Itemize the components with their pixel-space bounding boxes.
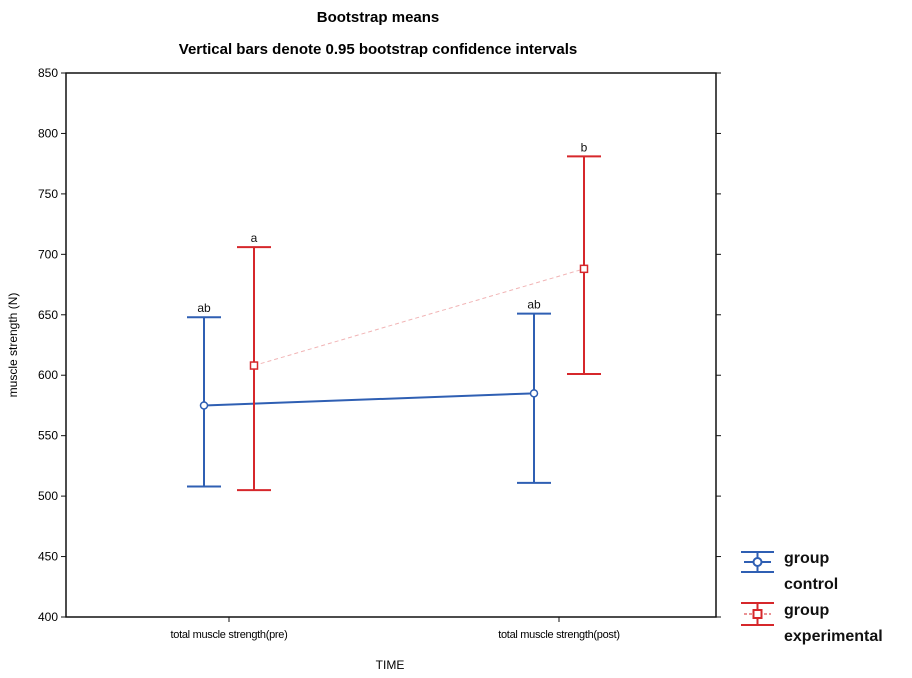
- series-experimental: ab: [237, 140, 601, 492]
- y-axis: 400 450 500 550 600 650 700 750 800 850: [38, 66, 721, 624]
- series-control: ab ab: [187, 298, 551, 488]
- y-tick-label: 400: [38, 610, 58, 624]
- x-tick-label: total muscle strength(pre): [171, 629, 288, 641]
- data-point: [249, 361, 259, 370]
- data-point: [529, 389, 539, 398]
- data-point: [579, 264, 589, 274]
- legend: group control group experimental: [740, 546, 912, 676]
- legend-label-control-line1: group: [784, 550, 830, 567]
- y-tick-label: 700: [38, 247, 58, 261]
- x-axis: total muscle strength(pre) total muscle s…: [171, 617, 620, 641]
- legend-label-experimental-line1: group: [784, 602, 830, 619]
- significance-label: a: [251, 231, 258, 245]
- y-axis-label: muscle strength (N): [6, 293, 20, 398]
- x-axis-label: TIME: [376, 658, 405, 672]
- plot-area: [65, 72, 717, 618]
- series-line: [203, 392, 535, 407]
- y-tick-label: 450: [38, 550, 58, 564]
- plot-border: [65, 72, 717, 618]
- legend-symbol-control: [741, 551, 774, 573]
- chart-subtitle: Vertical bars denote 0.95 bootstrap conf…: [179, 41, 577, 58]
- legend-label-control-line2: control: [784, 576, 839, 593]
- y-tick-label: 850: [38, 66, 58, 80]
- significance-label: ab: [527, 298, 541, 312]
- chart-title: Bootstrap means: [317, 9, 440, 26]
- y-tick-label: 550: [38, 429, 58, 443]
- legend-symbol-experimental: [741, 602, 774, 626]
- y-tick-label: 500: [38, 489, 58, 503]
- y-tick-label: 750: [38, 187, 58, 201]
- significance-label: b: [581, 140, 588, 154]
- y-tick-label: 800: [38, 126, 58, 140]
- x-tick-label: total muscle strength(post): [498, 629, 620, 641]
- error-bar: [517, 312, 551, 484]
- data-point: [199, 401, 209, 410]
- y-tick-label: 600: [38, 368, 58, 382]
- legend-label-experimental-line2: experimental: [784, 628, 883, 645]
- significance-label: ab: [197, 301, 211, 315]
- series-line: [253, 268, 585, 367]
- y-tick-label: 650: [38, 308, 58, 322]
